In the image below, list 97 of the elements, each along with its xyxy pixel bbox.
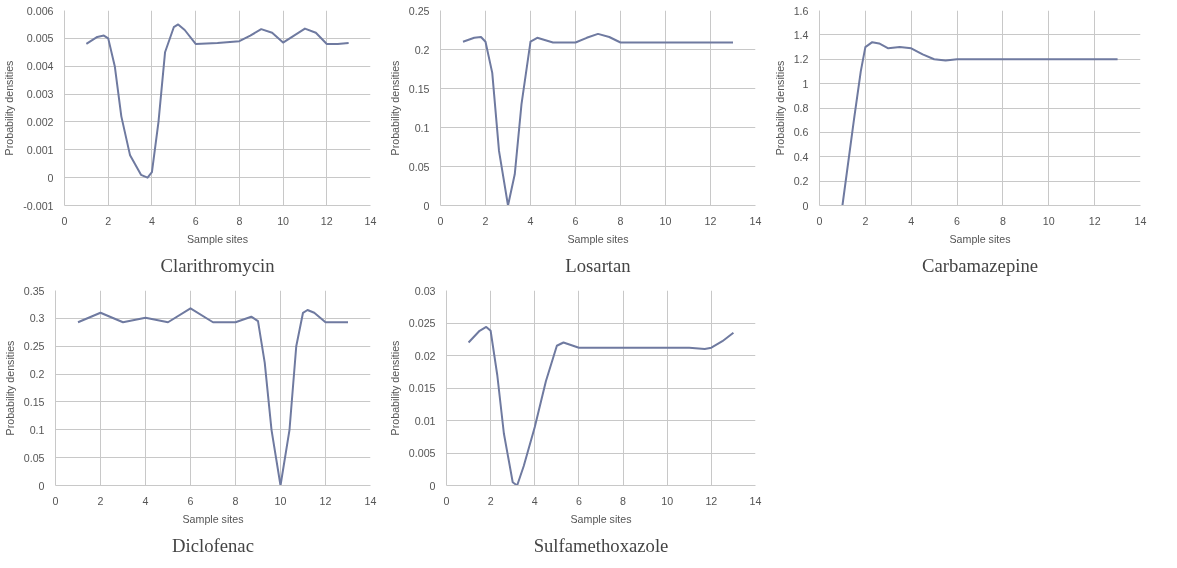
x-tick-label: 10	[1042, 214, 1055, 227]
y-tick-label: 0.015	[408, 382, 436, 394]
y-tick-label: 0.05	[23, 451, 45, 464]
y-axis-title: Probability densities	[773, 60, 786, 156]
x-axis-title: Sample sites	[567, 232, 629, 245]
line-series	[462, 32, 734, 206]
y-tick-label: 0.01	[414, 414, 436, 427]
x-tick-label: 2	[482, 214, 489, 227]
x-tick-label: 12	[1088, 214, 1101, 227]
y-tick-label: 1.4	[793, 28, 809, 41]
text: Sulfamethoxazole	[533, 534, 669, 556]
x-tick-label: 2	[862, 214, 869, 227]
x-tick-label: 2	[105, 214, 112, 227]
y-tick-label: 1.6	[793, 4, 809, 17]
x-tick-label: 14	[364, 214, 377, 227]
y-tick-label: 0.006	[26, 4, 54, 17]
y-axis-title: Probability densities	[3, 340, 16, 436]
y-tick-label: 0.003	[26, 88, 54, 101]
x-tick-label: 8	[620, 494, 627, 507]
line-series	[85, 23, 350, 179]
x-tick-label: 4	[531, 494, 538, 507]
x-tick-label: 14	[364, 494, 377, 507]
x-tick-label: 0	[443, 494, 450, 507]
y-tick-label: 0.15	[23, 395, 45, 408]
x-tick-label: 0	[816, 214, 823, 227]
x-tick-label: 8	[232, 494, 239, 507]
y-tick-label: 0.004	[26, 60, 54, 73]
x-tick-label: 14	[1134, 214, 1147, 227]
y-tick-label: 0.8	[793, 102, 809, 114]
line-series	[467, 325, 735, 486]
text: Carbamazepine	[921, 254, 1039, 276]
x-axis-title: Sample sites	[570, 512, 632, 525]
y-tick-label: 0	[802, 199, 809, 212]
x-tick-label: 10	[659, 214, 672, 227]
x-tick-label: 6	[187, 494, 194, 507]
y-tick-label: 0.4	[793, 150, 809, 163]
y-tick-label: 0.25	[408, 4, 430, 17]
x-tick-label: 8	[617, 214, 624, 227]
y-tick-label: -0.001	[23, 199, 54, 212]
y-tick-label: 0.05	[408, 160, 430, 173]
x-tick-label: 0	[437, 214, 444, 227]
y-tick-label: 0	[38, 479, 45, 492]
x-tick-label: 4	[148, 214, 155, 227]
y-tick-label: 0.002	[26, 115, 54, 128]
x-tick-label: 10	[274, 494, 287, 507]
x-tick-label: 6	[192, 214, 199, 227]
x-tick-label: 4	[908, 214, 915, 227]
line-series	[841, 41, 1119, 206]
y-tick-label: 0.2	[29, 368, 45, 381]
y-tick-label: 0.02	[414, 349, 436, 362]
y-tick-label: 0.025	[408, 317, 436, 329]
y-tick-label: 1.2	[793, 53, 809, 66]
x-tick-label: 4	[142, 494, 149, 507]
y-tick-label: 0.2	[414, 43, 430, 56]
y-tick-label: 0.2	[793, 175, 809, 188]
y-tick-label: 0.6	[793, 126, 809, 139]
y-tick-label: 0.15	[408, 82, 430, 95]
x-tick-label: 0	[61, 214, 68, 227]
y-axis-title: Probability densities	[388, 340, 401, 436]
x-axis-title: Sample sites	[949, 232, 1011, 245]
x-tick-label: 14	[749, 214, 762, 227]
y-tick-label: 0.005	[26, 32, 54, 45]
text: Losartan	[565, 254, 632, 276]
x-tick-label: 12	[319, 494, 332, 507]
y-tick-label: 0.1	[414, 121, 430, 134]
y-tick-label: 0.03	[414, 284, 436, 297]
x-tick-label: 12	[704, 214, 717, 227]
x-tick-label: 8	[236, 214, 243, 227]
x-tick-label: 12	[320, 214, 333, 227]
y-tick-label: 0.1	[29, 423, 45, 436]
y-tick-label: 0.001	[26, 143, 54, 156]
x-axis-title: Sample sites	[187, 232, 249, 245]
text: Clarithromycin	[160, 254, 276, 276]
y-tick-label: 0.005	[408, 447, 436, 459]
y-tick-label: 0.3	[29, 312, 45, 325]
x-tick-label: 10	[661, 494, 674, 507]
line-series	[77, 307, 349, 486]
y-tick-label: 0	[47, 171, 54, 184]
y-tick-label: 0	[423, 199, 430, 212]
x-axis-title: Sample sites	[182, 512, 244, 525]
y-axis-title: Probability densities	[388, 60, 401, 156]
x-tick-label: 6	[575, 494, 582, 507]
x-tick-label: 14	[749, 494, 762, 507]
y-tick-label: 0.25	[23, 340, 45, 353]
text: Diclofenac	[172, 534, 254, 556]
x-tick-label: 10	[277, 214, 290, 227]
y-tick-label: 0	[429, 479, 436, 492]
x-tick-label: 2	[487, 494, 494, 507]
y-tick-label: 1	[802, 77, 809, 90]
x-tick-label: 8	[999, 214, 1006, 227]
x-tick-label: 2	[97, 494, 104, 507]
x-tick-label: 12	[705, 494, 718, 507]
x-tick-label: 6	[954, 214, 961, 227]
x-tick-label: 4	[527, 214, 534, 227]
y-axis-title: Probability densities	[3, 60, 16, 156]
x-tick-label: 6	[572, 214, 579, 227]
y-tick-label: 0.35	[23, 284, 45, 297]
